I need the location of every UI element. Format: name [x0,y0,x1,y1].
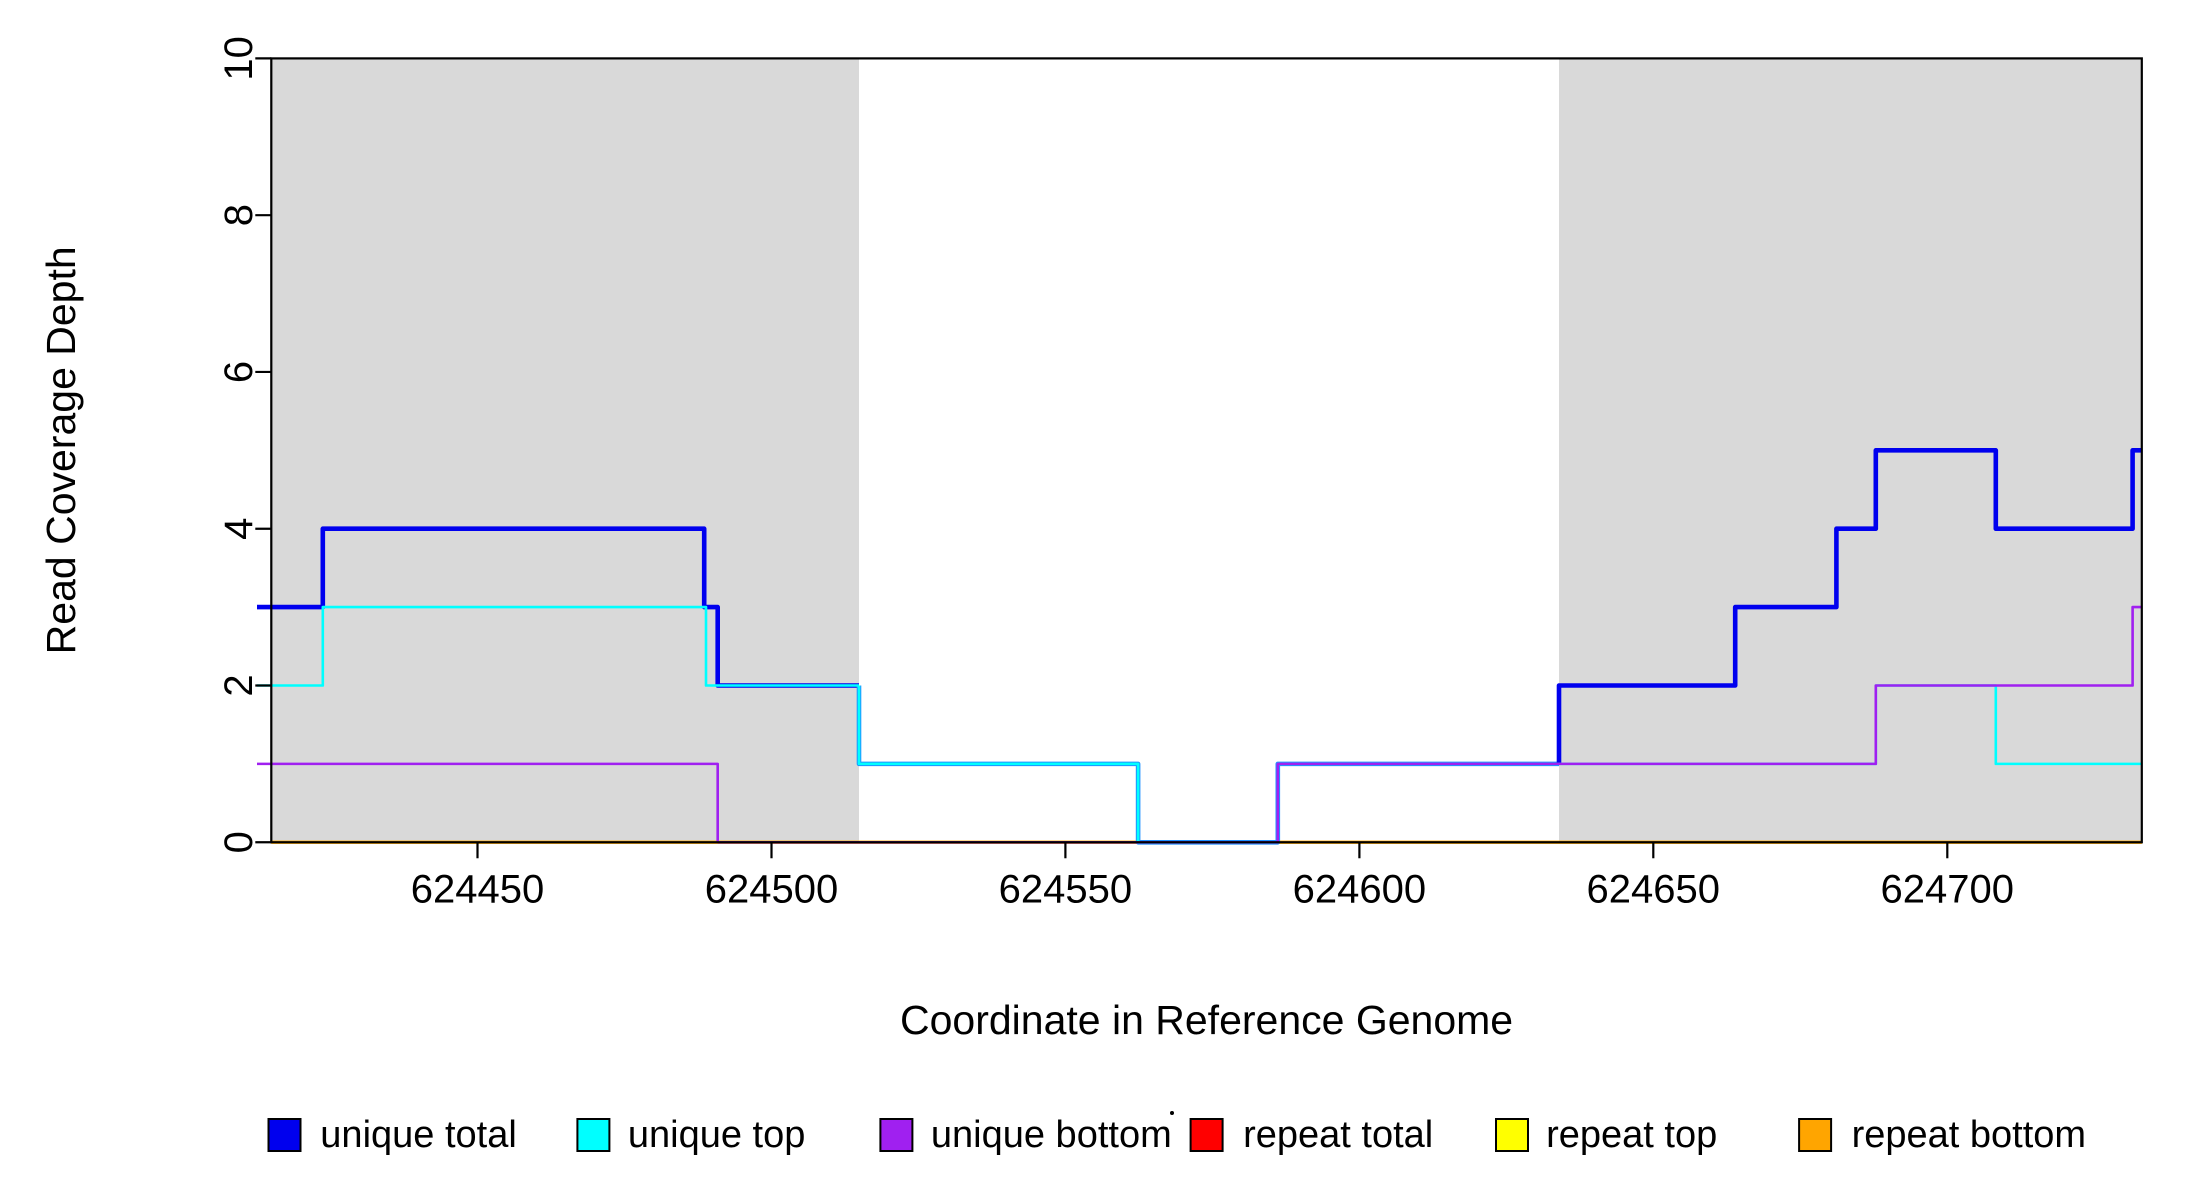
svg-text:4: 4 [217,518,261,540]
svg-text:10: 10 [217,36,261,81]
svg-text:repeat top: repeat top [1546,1114,1717,1156]
svg-text:624550: 624550 [999,867,1132,911]
svg-text:624600: 624600 [1293,867,1426,911]
svg-text:repeat bottom: repeat bottom [1852,1114,2086,1156]
svg-text:624450: 624450 [411,867,544,911]
svg-text:624500: 624500 [705,867,838,911]
svg-text:624700: 624700 [1881,867,2014,911]
svg-text:unique bottom: unique bottom [931,1114,1172,1156]
svg-text:unique top: unique top [628,1114,806,1156]
svg-text:Read Coverage Depth: Read Coverage Depth [38,246,84,654]
svg-text:Coordinate in Reference Genome: Coordinate in Reference Genome [900,997,1513,1043]
svg-text:624650: 624650 [1587,867,1720,911]
svg-text:6: 6 [217,361,261,383]
svg-text:unique total: unique total [320,1114,517,1156]
svg-text:8: 8 [217,204,261,226]
svg-text:0: 0 [217,831,261,853]
svg-text:repeat total: repeat total [1243,1114,1433,1156]
svg-text:2: 2 [217,674,261,696]
